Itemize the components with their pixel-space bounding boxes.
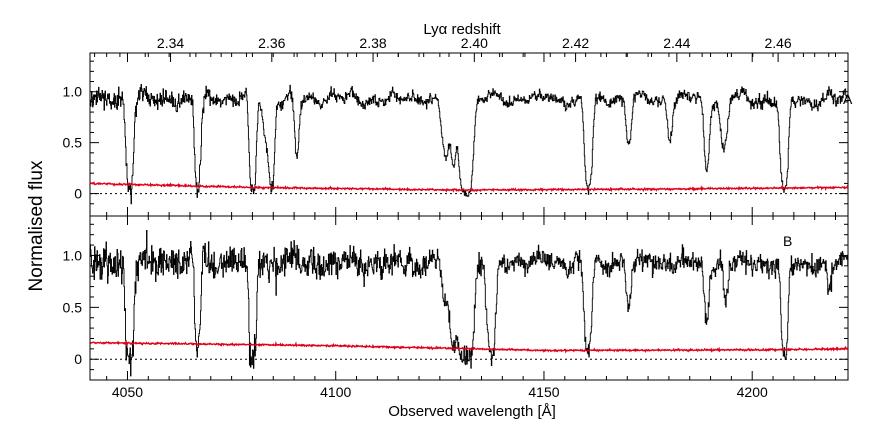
panel-b-label: B [783,233,792,249]
y-tick-label: 0.5 [63,135,83,151]
y-axis-title: Normalised flux [26,160,47,291]
flux-series [90,230,849,377]
panel-frame [89,215,849,381]
y-tick-label: 1.0 [63,247,83,263]
y-tick-label: 0 [74,186,82,202]
error-series [89,340,849,354]
panel-a: 0 0.5 1.0 [63,52,849,217]
y-tick-label: 0 [74,351,82,367]
y-tick-label: 0.5 [63,299,83,315]
top-tick-label: 2.44 [663,35,690,51]
bottom-wavelength-axis: 4050 4100 4150 4200 [112,384,768,400]
top-tick-label: 2.36 [258,35,285,51]
flux-series [90,83,849,205]
panel-a-label: A [843,91,853,107]
top-axis-title: Lyα redshift [423,21,501,38]
x-tick-label: 4150 [528,384,559,400]
x-axis-title: Observed wavelength [Å] [388,403,556,420]
y-tick-label: 1.0 [63,84,83,100]
top-tick-label: 2.46 [764,35,791,51]
top-tick-label: 2.42 [562,35,589,51]
top-tick-label: 2.40 [461,35,488,51]
top-redshift-axis: 2.34 2.36 2.38 2.40 2.42 2.44 2.46 [94,35,830,62]
x-tick-label: 4050 [112,384,143,400]
top-tick-label: 2.34 [157,35,184,51]
panel-b: 0 0.5 1.0 [63,215,849,381]
error-series [89,181,849,193]
x-tick-label: 4100 [320,384,351,400]
x-tick-label: 4200 [737,384,768,400]
top-tick-label: 2.38 [359,35,386,51]
